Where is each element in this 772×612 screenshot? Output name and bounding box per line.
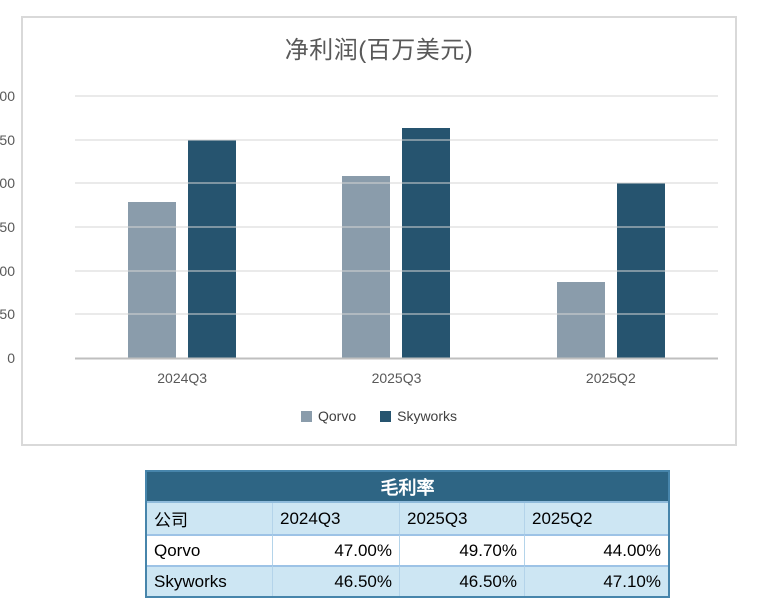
chart-legend: Qorvo Skyworks <box>23 408 735 424</box>
legend-swatch-icon <box>300 410 312 422</box>
bar-qorvo-2025q2 <box>556 282 605 358</box>
bar-skyworks-2024q3 <box>188 139 237 358</box>
cell-value: 47.00% <box>272 534 399 565</box>
legend-item-skyworks: Skyworks <box>380 408 457 424</box>
bar-group-2025q3 <box>289 96 503 358</box>
gross-margin-table: 毛利率 公司 2024Q3 2025Q3 2025Q2 Qorvo 47.00%… <box>145 470 670 598</box>
header-2025q3: 2025Q3 <box>399 503 524 534</box>
chart-title: 净利润(百万美元) <box>284 37 474 64</box>
table-row-skyworks: Skyworks 46.50% 46.50% 47.10% <box>147 565 668 596</box>
y-axis-tick-label: 300 <box>0 88 15 104</box>
bar-qorvo-2025q3 <box>342 176 391 358</box>
y-axis-tick-label: 150 <box>0 219 15 235</box>
bar-qorvo-2024q3 <box>128 201 177 358</box>
header-company: 公司 <box>147 503 272 534</box>
bar-group-2024q3 <box>75 96 289 358</box>
y-axis-tick-label: 50 <box>0 306 15 323</box>
gridline <box>75 313 718 315</box>
legend-label: Qorvo <box>317 408 357 424</box>
cell-company: Skyworks <box>147 565 272 596</box>
cell-value: 46.50% <box>399 565 524 596</box>
cell-value: 46.50% <box>272 565 399 596</box>
legend-swatch-icon <box>380 410 392 422</box>
y-axis-tick-label: 0 <box>7 350 15 366</box>
gridline <box>75 226 718 228</box>
header-2025q2: 2025Q2 <box>524 503 668 534</box>
cell-value: 44.00% <box>524 534 668 565</box>
table-row-qorvo: Qorvo 47.00% 49.70% 44.00% <box>147 534 668 565</box>
gridline <box>75 357 718 360</box>
y-axis-tick-label: 250 <box>0 131 15 148</box>
x-axis-category-label: 2025Q2 <box>585 370 636 386</box>
header-2024q3: 2024Q3 <box>272 503 399 534</box>
gridline <box>75 270 718 272</box>
x-axis-category-label: 2025Q3 <box>371 370 422 386</box>
y-axis-tick-label: 100 <box>0 262 15 279</box>
plot-area <box>75 95 718 360</box>
gridline <box>75 95 718 97</box>
legend-label: Skyworks <box>397 408 458 424</box>
x-axis: 2024Q3 2025Q3 2025Q2 <box>75 370 718 386</box>
x-axis-category-label: 2024Q3 <box>157 370 208 386</box>
y-axis: 0 50 100 150 200 250 300 <box>0 88 15 366</box>
gridline <box>75 182 718 184</box>
cell-value: 49.70% <box>399 534 524 565</box>
table-title: 毛利率 <box>147 472 668 503</box>
cell-value: 47.10% <box>524 565 668 596</box>
cell-company: Qorvo <box>147 534 272 565</box>
table-header-row: 公司 2024Q3 2025Q3 2025Q2 <box>147 503 668 534</box>
net-profit-chart: 净利润(百万美元) 0 50 100 150 200 250 300 2024Q3 2025Q… <box>0 16 737 446</box>
legend-item-qorvo: Qorvo <box>300 408 357 424</box>
y-axis-tick-label: 200 <box>0 175 15 192</box>
bar-skyworks-2025q3 <box>402 128 451 358</box>
gridline <box>75 139 718 141</box>
